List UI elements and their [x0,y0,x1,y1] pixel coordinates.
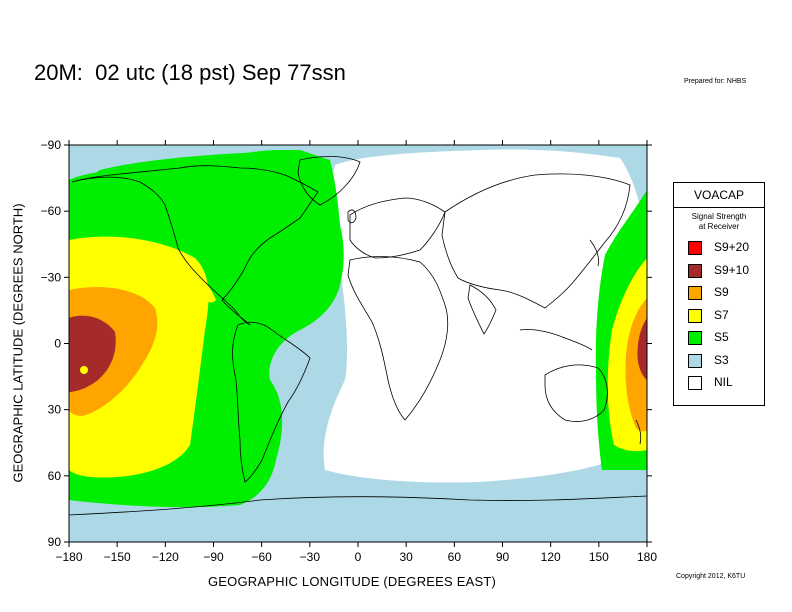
zone-s9-10-west [69,315,116,392]
y-tick-label: 60 [48,469,62,483]
north-america-outline [71,165,319,326]
legend-label: S9+20 [714,240,750,254]
legend-swatch [688,331,702,345]
zone-s9-10-east [637,318,647,380]
legend-item: S9+20 [674,238,764,261]
europe-outline [349,197,446,259]
y-tick-label: 30 [48,403,62,417]
x-tick-label: 0 [355,550,362,564]
legend-swatch [688,263,702,278]
y-axis-ticks: 90 60 30 0 −30 −60 −90 [41,138,652,549]
page-title: 20M: 02 utc (18 pst) Sep 77ssn [34,60,346,85]
indonesia-outline [519,329,593,351]
y-tick-label: 90 [48,535,62,549]
x-axis-ticks: −180 −150 −120 −90 −60 −30 0 30 60 90 120 150 180 [55,140,657,564]
india-outline [467,284,497,335]
greenland-outline [297,156,361,206]
legend-label: S9+10 [714,262,750,277]
legend-item: S7 [674,306,764,329]
legend-swatch [688,308,702,323]
japan-outline [589,239,599,267]
legend-swatch [688,286,702,300]
legend-items: S9+20 S9+10 S9 S7 S5 S3 NIL [674,238,764,396]
legend-subtitle-line1: Signal Strength [691,212,747,221]
legend-item: S9+10 [674,261,764,284]
y-tick-label: −90 [41,138,62,152]
x-tick-label: −30 [300,550,321,564]
legend-item: S9 [674,283,764,306]
copyright-note: Copyright 2012, K6TU [676,573,746,580]
x-tick-label: 30 [399,550,413,564]
y-tick-label: −30 [41,270,62,284]
south-america-outline [232,321,311,483]
legend-swatch [688,376,702,390]
x-tick-label: −180 [55,550,82,564]
x-tick-label: 180 [637,550,657,564]
y-axis-label: GEOGRAPHIC LATITUDE (DEGREES NORTH) [10,203,26,483]
y-tick-label: 0 [54,337,61,351]
legend-title: VOACAP [674,183,764,208]
legend-box: VOACAP Signal Strength at Receiver S9+20… [673,182,765,406]
africa-outline [347,256,449,421]
legend-label: S5 [714,330,729,344]
legend-item: S5 [674,328,764,351]
y-tick-label: −60 [41,204,62,218]
zone-s7-spot [80,366,88,374]
legend-swatch [688,241,702,255]
legend-label: NIL [714,375,733,389]
x-axis-label: GEOGRAPHIC LONGITUDE (DEGREES EAST) [208,574,496,589]
x-tick-label: 120 [541,550,561,564]
legend-subtitle: Signal Strength at Receiver [674,212,764,232]
x-tick-label: 90 [496,550,510,564]
legend-item: S3 [674,351,764,374]
x-tick-label: 60 [448,550,462,564]
legend-subtitle-line2: at Receiver [698,222,740,231]
zone-s7-patch [195,270,216,303]
legend-label: S9 [714,285,729,299]
antarctica-outline [69,495,647,516]
legend-label: S3 [714,352,729,367]
x-tick-label: −90 [203,550,224,564]
coastlines [69,156,647,516]
australia-outline [544,364,608,422]
map-plot-area [69,145,647,542]
x-tick-label: −150 [104,550,131,564]
zone-nil [323,149,645,483]
uk-outline [347,209,357,224]
new-zealand-outline [635,419,642,445]
legend-label: S7 [714,307,729,322]
legend-item: NIL [674,373,764,396]
x-tick-label: 150 [589,550,609,564]
prepared-for-note: Prepared for: NHBS [684,78,747,85]
legend-swatch [688,353,702,368]
asia-outline [441,173,631,309]
x-tick-label: −60 [251,550,272,564]
x-tick-label: −120 [152,550,179,564]
zone-s5-north [69,150,340,225]
